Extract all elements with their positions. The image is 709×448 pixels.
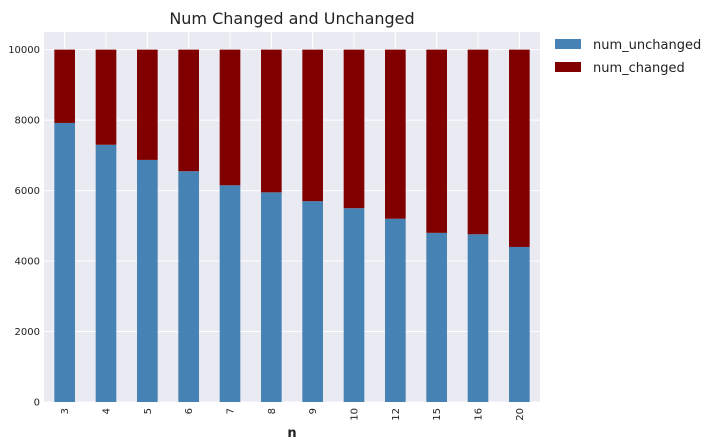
legend: num_unchanged num_changed [555, 38, 701, 76]
chart-title: Num Changed and Unchanged [169, 9, 414, 28]
bar-num-unchanged-16 [467, 234, 489, 402]
y-tick-label: 10000 [8, 45, 40, 56]
bar-num-changed-20 [509, 49, 530, 247]
y-tick-label: 2000 [15, 327, 40, 338]
bar-num-unchanged-8 [261, 192, 282, 402]
bar-num-unchanged-6 [178, 171, 199, 402]
x-tick-label: 10 [350, 408, 361, 421]
x-axis-label: n [287, 426, 296, 441]
x-axis-ticks: 3 4 5 6 7 8 9 10 12 15 16 20 [60, 408, 526, 421]
bar-num-changed-5 [137, 49, 158, 160]
y-tick-label: 6000 [15, 186, 40, 197]
bar-num-changed-7 [219, 49, 241, 186]
bar-num-changed-15 [426, 49, 447, 233]
bar-num-unchanged-10 [343, 208, 365, 402]
x-tick-label: 20 [515, 408, 526, 421]
bar-num-unchanged-9 [302, 201, 323, 402]
x-tick-label: 15 [432, 408, 443, 421]
bar-num-unchanged-5 [137, 159, 158, 402]
bar-num-unchanged-12 [385, 218, 406, 402]
bar-num-changed-9 [302, 49, 323, 202]
x-tick-label: 4 [102, 408, 113, 414]
x-tick-label: 16 [474, 408, 485, 421]
bar-num-changed-10 [343, 49, 365, 209]
y-tick-label: 4000 [15, 257, 40, 268]
bar-num-unchanged-7 [219, 185, 241, 402]
legend-swatch-num-unchanged [555, 39, 581, 49]
y-tick-label: 8000 [15, 116, 40, 127]
x-tick-label: 5 [143, 408, 154, 414]
bar-num-changed-6 [178, 49, 199, 172]
x-tick-label: 8 [267, 408, 278, 414]
bar-num-changed-12 [385, 49, 406, 219]
bar-num-unchanged-4 [95, 144, 117, 402]
bars [54, 49, 530, 403]
bar-num-changed-8 [261, 49, 282, 193]
x-tick-label: 6 [184, 408, 195, 414]
y-axis-ticks: 0 2000 4000 6000 8000 10000 [8, 45, 40, 408]
legend-label-num-unchanged: num_unchanged [593, 38, 701, 53]
bar-num-unchanged-20 [509, 246, 530, 402]
bar-num-changed-4 [95, 49, 117, 145]
legend-label-num-changed: num_changed [593, 61, 685, 76]
plot-background [44, 32, 540, 402]
x-tick-label: 9 [308, 408, 319, 414]
x-tick-label: 7 [226, 408, 237, 414]
bar-num-changed-3 [54, 49, 75, 123]
bar-num-unchanged-15 [426, 232, 447, 402]
bar-num-changed-16 [467, 49, 489, 235]
x-tick-label: 12 [391, 408, 402, 421]
y-tick-label: 0 [34, 398, 40, 409]
bar-num-unchanged-3 [54, 122, 75, 403]
x-tick-label: 3 [60, 408, 71, 414]
legend-swatch-num-changed [555, 62, 581, 72]
